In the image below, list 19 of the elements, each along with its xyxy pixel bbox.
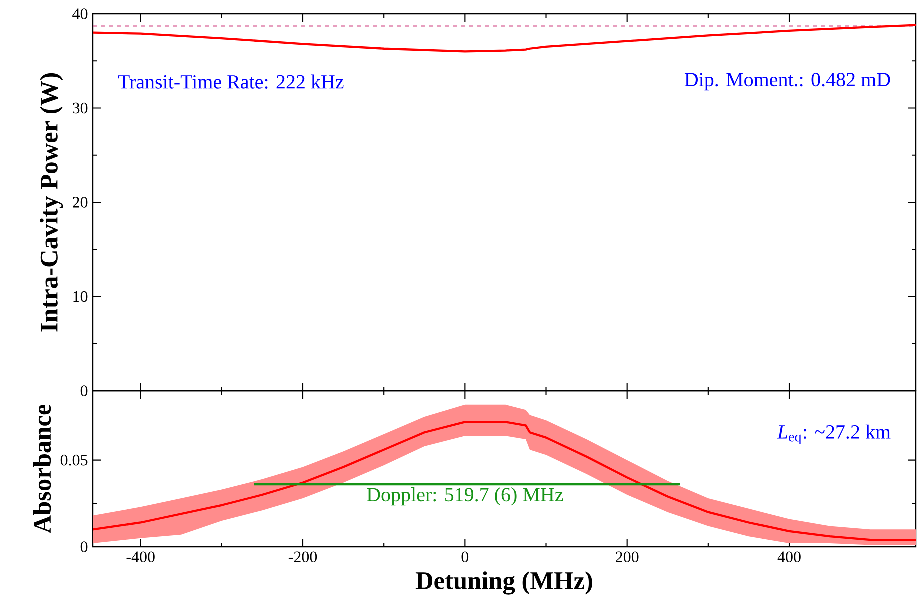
y-tick-label: 20 — [73, 197, 88, 208]
y-tick-label: 10 — [74, 291, 88, 302]
x-tick-label: -200 — [288, 552, 318, 562]
x-tick-label: 200 — [616, 552, 639, 562]
y-tick-label: 0 — [80, 386, 88, 396]
y-axis-title: Intra-Cavity Power (W) — [40, 73, 64, 332]
x-tick-label: 400 — [778, 552, 801, 562]
y-tick-label: 40 — [72, 8, 88, 20]
y-tick-label: 0.05 — [60, 454, 88, 466]
annotation: Dip. Moment.: 0.482 mD — [684, 73, 890, 91]
y-axis-title: Absorbance — [33, 404, 52, 534]
y-tick-label: 0 — [80, 542, 88, 552]
y-tick-label: 30 — [73, 102, 88, 114]
annotation: Doppler: 519.7 (6) MHz — [367, 488, 564, 506]
x-axis-title: Detuning (MHz) — [416, 572, 592, 595]
annotation: Transit-Time Rate: 222 kHz — [118, 74, 344, 89]
annotation: L$_{eq}$: ~27.2 km — [777, 424, 891, 445]
x-tick-label: -400 — [126, 552, 155, 562]
x-tick-label: 0 — [462, 552, 469, 562]
